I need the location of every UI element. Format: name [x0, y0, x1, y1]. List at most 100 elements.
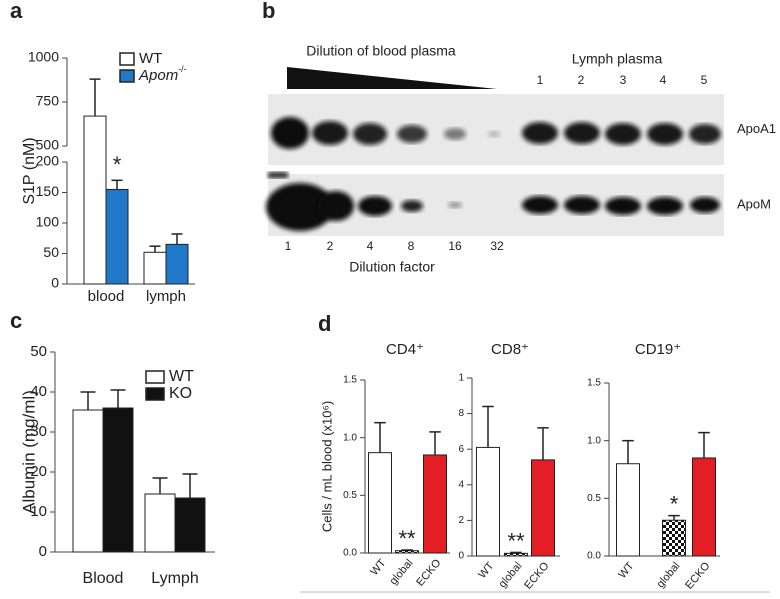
y-tick-label: 1.0 — [343, 432, 357, 443]
y-axis-title: Albumin (mg/ml) — [19, 390, 38, 514]
panel-letter: c — [10, 308, 22, 333]
y-tick-label: 50 — [30, 343, 47, 360]
blot-band — [564, 122, 600, 144]
lane-label: 1 — [285, 239, 292, 253]
error-bar — [80, 391, 96, 410]
y-tick-label: 1.0 — [587, 435, 601, 446]
x-tick-label: global — [496, 560, 524, 590]
blot-band — [605, 197, 641, 215]
x-tick-label: WT — [616, 560, 636, 581]
y-tick-label: 0.0 — [343, 548, 357, 559]
legend-label: WT — [169, 368, 194, 385]
blot-band — [268, 172, 288, 178]
x-tick-label: ECKO — [522, 560, 552, 592]
error-bar — [182, 473, 198, 498]
y-tick-label: 100 — [36, 214, 60, 230]
bar — [504, 552, 528, 557]
x-tick-label: ECKO — [414, 557, 444, 589]
lane-label: 32 — [490, 239, 504, 253]
legend-name: WT — [139, 50, 162, 67]
x-tick-label: Blood — [83, 570, 124, 587]
y-tick-label: 1 — [458, 373, 464, 384]
blot-band — [522, 196, 558, 214]
error-bar — [152, 477, 168, 494]
error-bar — [171, 233, 183, 245]
lane-label: 16 — [448, 239, 462, 253]
x-tick-label: WT — [476, 560, 496, 581]
bar — [83, 115, 107, 285]
legend-swatch — [145, 370, 165, 384]
x-tick-label: global — [387, 557, 415, 587]
y-tick-label: 2 — [458, 515, 464, 526]
x-tick-label: ECKO — [683, 560, 713, 592]
x-tick-label: lymph — [146, 288, 186, 305]
bar — [102, 407, 134, 553]
y-tick-label: 40 — [30, 383, 47, 400]
blot-band — [266, 183, 334, 231]
bar — [423, 454, 447, 554]
error-bar — [698, 431, 710, 458]
y-tick-label: 30 — [30, 423, 47, 440]
error-bar — [401, 549, 413, 551]
y-tick-label: 6 — [458, 444, 464, 455]
lane-label: 5 — [701, 73, 708, 87]
error-bar — [111, 179, 123, 190]
x-tick-label: Lymph — [151, 570, 198, 587]
legend-label: Apom-/- — [138, 64, 187, 84]
blot-band — [689, 124, 721, 144]
bar — [143, 251, 167, 285]
bar — [174, 497, 206, 553]
bar — [72, 409, 104, 553]
y-axis-title: Cells / mL blood (x10⁶) — [319, 401, 334, 532]
annotation: ** — [507, 528, 525, 553]
error-bar — [374, 421, 386, 453]
y-tick-label: 8 — [458, 408, 464, 419]
error-bar — [482, 405, 494, 448]
y-tick-label: 0 — [51, 275, 59, 291]
bar — [692, 457, 716, 557]
blot-band — [605, 123, 641, 145]
error-bar — [537, 427, 549, 460]
legend-label: KO — [169, 385, 192, 402]
panel-title: CD19⁺ — [635, 341, 681, 358]
y-tick-label: 750 — [36, 93, 60, 109]
legend-name: Apom — [138, 67, 178, 84]
blot-band — [488, 131, 500, 137]
bar — [165, 243, 189, 285]
lane-label: 2 — [578, 73, 585, 87]
blot-band — [358, 196, 392, 216]
y-tick-label: 0.0 — [587, 551, 601, 562]
x-tick-label: blood — [88, 288, 125, 305]
lane-label: 8 — [408, 239, 415, 253]
lane-label: 2 — [327, 239, 334, 253]
blot-band — [318, 191, 354, 221]
row-label: ApoM — [737, 196, 771, 211]
lane-label: 4 — [367, 239, 374, 253]
y-tick-label: 0 — [458, 551, 464, 562]
error-bar — [89, 78, 101, 117]
panel-title: CD4⁺ — [386, 341, 424, 358]
blot-title: Dilution of blood plasma — [306, 43, 456, 59]
bar — [616, 463, 640, 557]
blot-band — [312, 121, 348, 145]
blot-band — [448, 202, 462, 208]
y-tick-label: 500 — [36, 137, 60, 153]
blot-band — [397, 125, 427, 143]
y-tick-label: 4 — [458, 479, 464, 490]
bar — [476, 446, 500, 557]
error-bar — [622, 439, 634, 464]
blot-band — [444, 128, 466, 140]
y-tick-label: 0.5 — [343, 490, 357, 501]
bar — [105, 188, 129, 285]
y-tick-label: 1000 — [28, 49, 59, 65]
panel-letter: b — [262, 0, 275, 23]
legend-superscript: -/- — [178, 64, 187, 74]
annotation: * — [670, 491, 679, 516]
blot-band — [647, 123, 683, 145]
legend-name: KO — [169, 385, 192, 402]
y-tick-label: 200 — [36, 153, 60, 169]
y-axis-title: S1P (nM) — [21, 137, 38, 204]
x-tick-label: global — [654, 560, 682, 590]
annotation: ** — [398, 526, 416, 551]
dilution-wedge — [287, 67, 497, 89]
